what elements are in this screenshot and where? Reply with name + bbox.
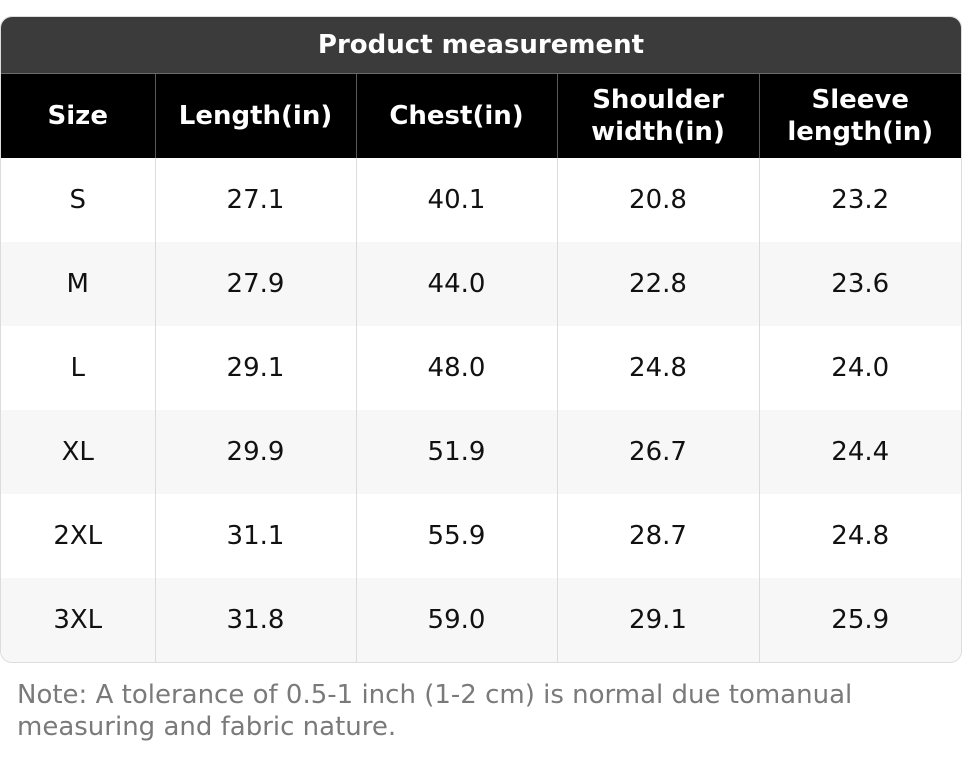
cell-size: M <box>1 242 155 326</box>
cell-chest: 48.0 <box>355 326 557 410</box>
cell-shoulder-width: 26.7 <box>556 410 759 494</box>
table-row: S 27.1 40.1 20.8 23.2 <box>1 158 961 242</box>
cell-size: XL <box>1 410 155 494</box>
header-row: Size Length(in) Chest(in) Shoulder width… <box>1 74 961 158</box>
cell-length: 27.1 <box>154 158 356 242</box>
column-header-size: Size <box>1 74 155 158</box>
cell-length: 31.1 <box>154 494 356 578</box>
table-row: M 27.9 44.0 22.8 23.6 <box>1 242 961 326</box>
cell-length: 29.1 <box>154 326 356 410</box>
table-row: XL 29.9 51.9 26.7 24.4 <box>1 410 961 494</box>
cell-size: S <box>69 185 86 215</box>
table-row: 3XL 31.8 59.0 29.1 25.9 <box>1 578 961 662</box>
cell-sleeve-length: 23.2 <box>758 158 961 242</box>
cell-size: L <box>70 353 86 383</box>
size-chart-table: Size Length(in) Chest(in) Shoulder width… <box>1 74 961 662</box>
cell-sleeve-length: 24.4 <box>758 410 961 494</box>
tolerance-note: Note: A tolerance of 0.5-1 inch (1-2 cm)… <box>17 680 853 742</box>
cell-chest: 55.9 <box>355 494 557 578</box>
column-header-sleeve-length: Sleeve length(in) <box>758 74 961 158</box>
cell-sleeve-length: 24.8 <box>758 494 961 578</box>
table-row: 2XL 31.1 55.9 28.7 24.8 <box>1 494 961 578</box>
cell-length: 27.9 <box>154 242 356 326</box>
cell-chest: 59.0 <box>355 578 557 662</box>
cell-chest: 44.0 <box>355 242 557 326</box>
cell-shoulder-width: 20.8 <box>556 158 759 242</box>
cell-shoulder-width: 24.8 <box>556 326 759 410</box>
column-header-shoulder-width: Shoulder width(in) <box>556 74 759 158</box>
cell-shoulder-width: 29.1 <box>556 578 759 662</box>
cell-chest: 40.1 <box>355 158 557 242</box>
cell-sleeve-length: 24.0 <box>758 326 961 410</box>
measurement-card: Product measurement Size Length(in) Ches… <box>0 16 962 663</box>
column-header-chest: Chest(in) <box>355 74 557 158</box>
cell-size: 2XL <box>53 521 103 551</box>
cell-length: 29.9 <box>154 410 356 494</box>
cell-size: 3XL <box>1 578 155 662</box>
cell-length: 31.8 <box>154 578 356 662</box>
table-row: L 29.1 48.0 24.8 24.0 <box>1 326 961 410</box>
cell-shoulder-width: 28.7 <box>556 494 759 578</box>
cell-chest: 51.9 <box>355 410 557 494</box>
cell-sleeve-length: 23.6 <box>758 242 961 326</box>
cell-shoulder-width: 22.8 <box>556 242 759 326</box>
column-header-length: Length(in) <box>154 74 356 158</box>
table-title: Product measurement <box>1 17 961 74</box>
cell-sleeve-length: 25.9 <box>758 578 961 662</box>
